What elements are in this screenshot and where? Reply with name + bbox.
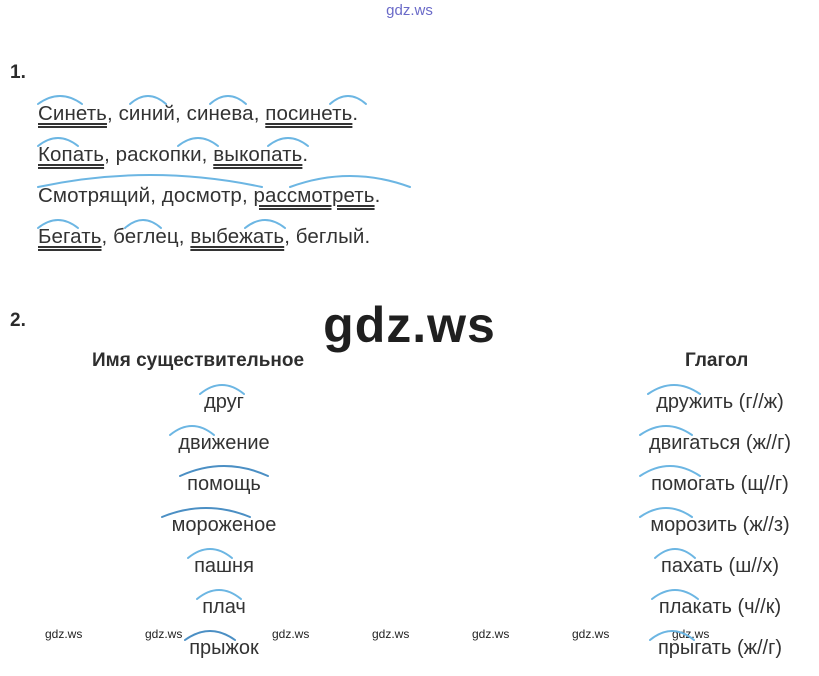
root-arc (169, 425, 215, 436)
root-arc (651, 589, 699, 600)
punctuation: , (178, 225, 191, 248)
underlined-word: выбежать (190, 225, 285, 248)
underlined-word: посинеть (265, 102, 353, 125)
punctuation: . (364, 225, 371, 248)
word: раскопки (115, 143, 202, 166)
punctuation: . (302, 143, 309, 166)
noun-column-header: Имя существительное (92, 350, 305, 371)
noun-cell: друг (204, 391, 244, 413)
root-arc (639, 465, 701, 477)
underlined-word: рассмотреть (253, 184, 375, 207)
root-arc (209, 95, 247, 105)
watermark-bottom: gdz.ws (572, 627, 610, 641)
root-arc (639, 425, 693, 436)
noun-cell: пашня (194, 555, 254, 577)
punctuation: , (175, 102, 187, 125)
word: Смотрящий (38, 184, 151, 207)
root-arc (37, 95, 83, 105)
noun-cell: плач (202, 596, 246, 618)
word-family-line-4: Бегать, беглец, выбежать, беглый. (38, 225, 370, 249)
word: синева (186, 102, 254, 125)
verb-column-header: Глагол (685, 350, 749, 371)
punctuation: , (150, 184, 162, 207)
word: беглый (295, 225, 365, 248)
root-arc (187, 548, 233, 559)
punctuation: , (241, 184, 254, 207)
section-2-number: 2. (10, 310, 26, 331)
root-arc (654, 548, 696, 559)
root-arc (639, 507, 693, 518)
watermark-bottom: gdz.ws (272, 627, 310, 641)
section-1-number: 1. (10, 62, 26, 83)
root-arc (289, 175, 411, 188)
watermark-bottom: gdz.ws (472, 627, 510, 641)
root-arc (196, 589, 242, 600)
noun-cell: помощь (187, 473, 261, 495)
verb-cell: плакать (ч//к) (658, 596, 782, 618)
word: синий (118, 102, 175, 125)
watermark-center: gdz.ws (323, 297, 496, 353)
watermark-bottom: gdz.ws (372, 627, 410, 641)
watermark-top: gdz.ws (386, 2, 433, 19)
root-arc (184, 630, 236, 641)
verb-cell: дружить (г//ж) (656, 391, 784, 413)
watermark-bottom: gdz.ws (672, 627, 710, 641)
punctuation: , (104, 143, 116, 166)
underlined-word: выкопать (213, 143, 303, 166)
root-arc (37, 137, 79, 147)
punctuation: , (201, 143, 214, 166)
underlined-word: Копать (38, 143, 105, 166)
watermark-bottom: gdz.ws (145, 627, 183, 641)
root-arc (177, 137, 219, 147)
verb-cell: морозить (ж//з) (650, 514, 790, 536)
word-family-line-2: Копать, раскопки, выкопать. (38, 143, 308, 167)
root-arc (161, 507, 251, 518)
root-arc (329, 95, 367, 105)
word: беглец (113, 225, 179, 248)
word-family-line-3: Смотрящий, досмотр, рассмотреть. (38, 184, 380, 208)
root-arc (124, 219, 162, 229)
word-family-line-1: Синеть, синий, синева, посинеть. (38, 102, 358, 126)
root-arc (244, 219, 286, 229)
root-arc (199, 384, 245, 395)
noun-cell: мороженое (171, 514, 277, 536)
punctuation: , (101, 225, 114, 248)
verb-cell: прыгать (ж//г) (657, 637, 783, 659)
punctuation: . (374, 184, 381, 207)
watermark-bottom: gdz.ws (45, 627, 83, 641)
noun-cell: движение (178, 432, 270, 454)
word: досмотр (161, 184, 242, 207)
noun-cell: прыжок (189, 637, 259, 659)
root-arc (179, 465, 269, 477)
verb-cell: пахать (ш//х) (660, 555, 780, 577)
punctuation: , (106, 102, 119, 125)
root-arc (267, 137, 309, 147)
punctuation: . (352, 102, 359, 125)
root-arc (129, 95, 167, 105)
root-arc (37, 219, 79, 229)
verb-cell: помогать (щ//г) (651, 473, 789, 495)
root-arc (649, 630, 695, 641)
root-arc (647, 384, 701, 395)
verb-cell: двигаться (ж//г) (648, 432, 792, 454)
root-arc (37, 174, 263, 188)
punctuation: , (253, 102, 266, 125)
punctuation: , (284, 225, 296, 248)
underlined-word: Синеть (38, 102, 107, 125)
underlined-word: Бегать (38, 225, 102, 248)
